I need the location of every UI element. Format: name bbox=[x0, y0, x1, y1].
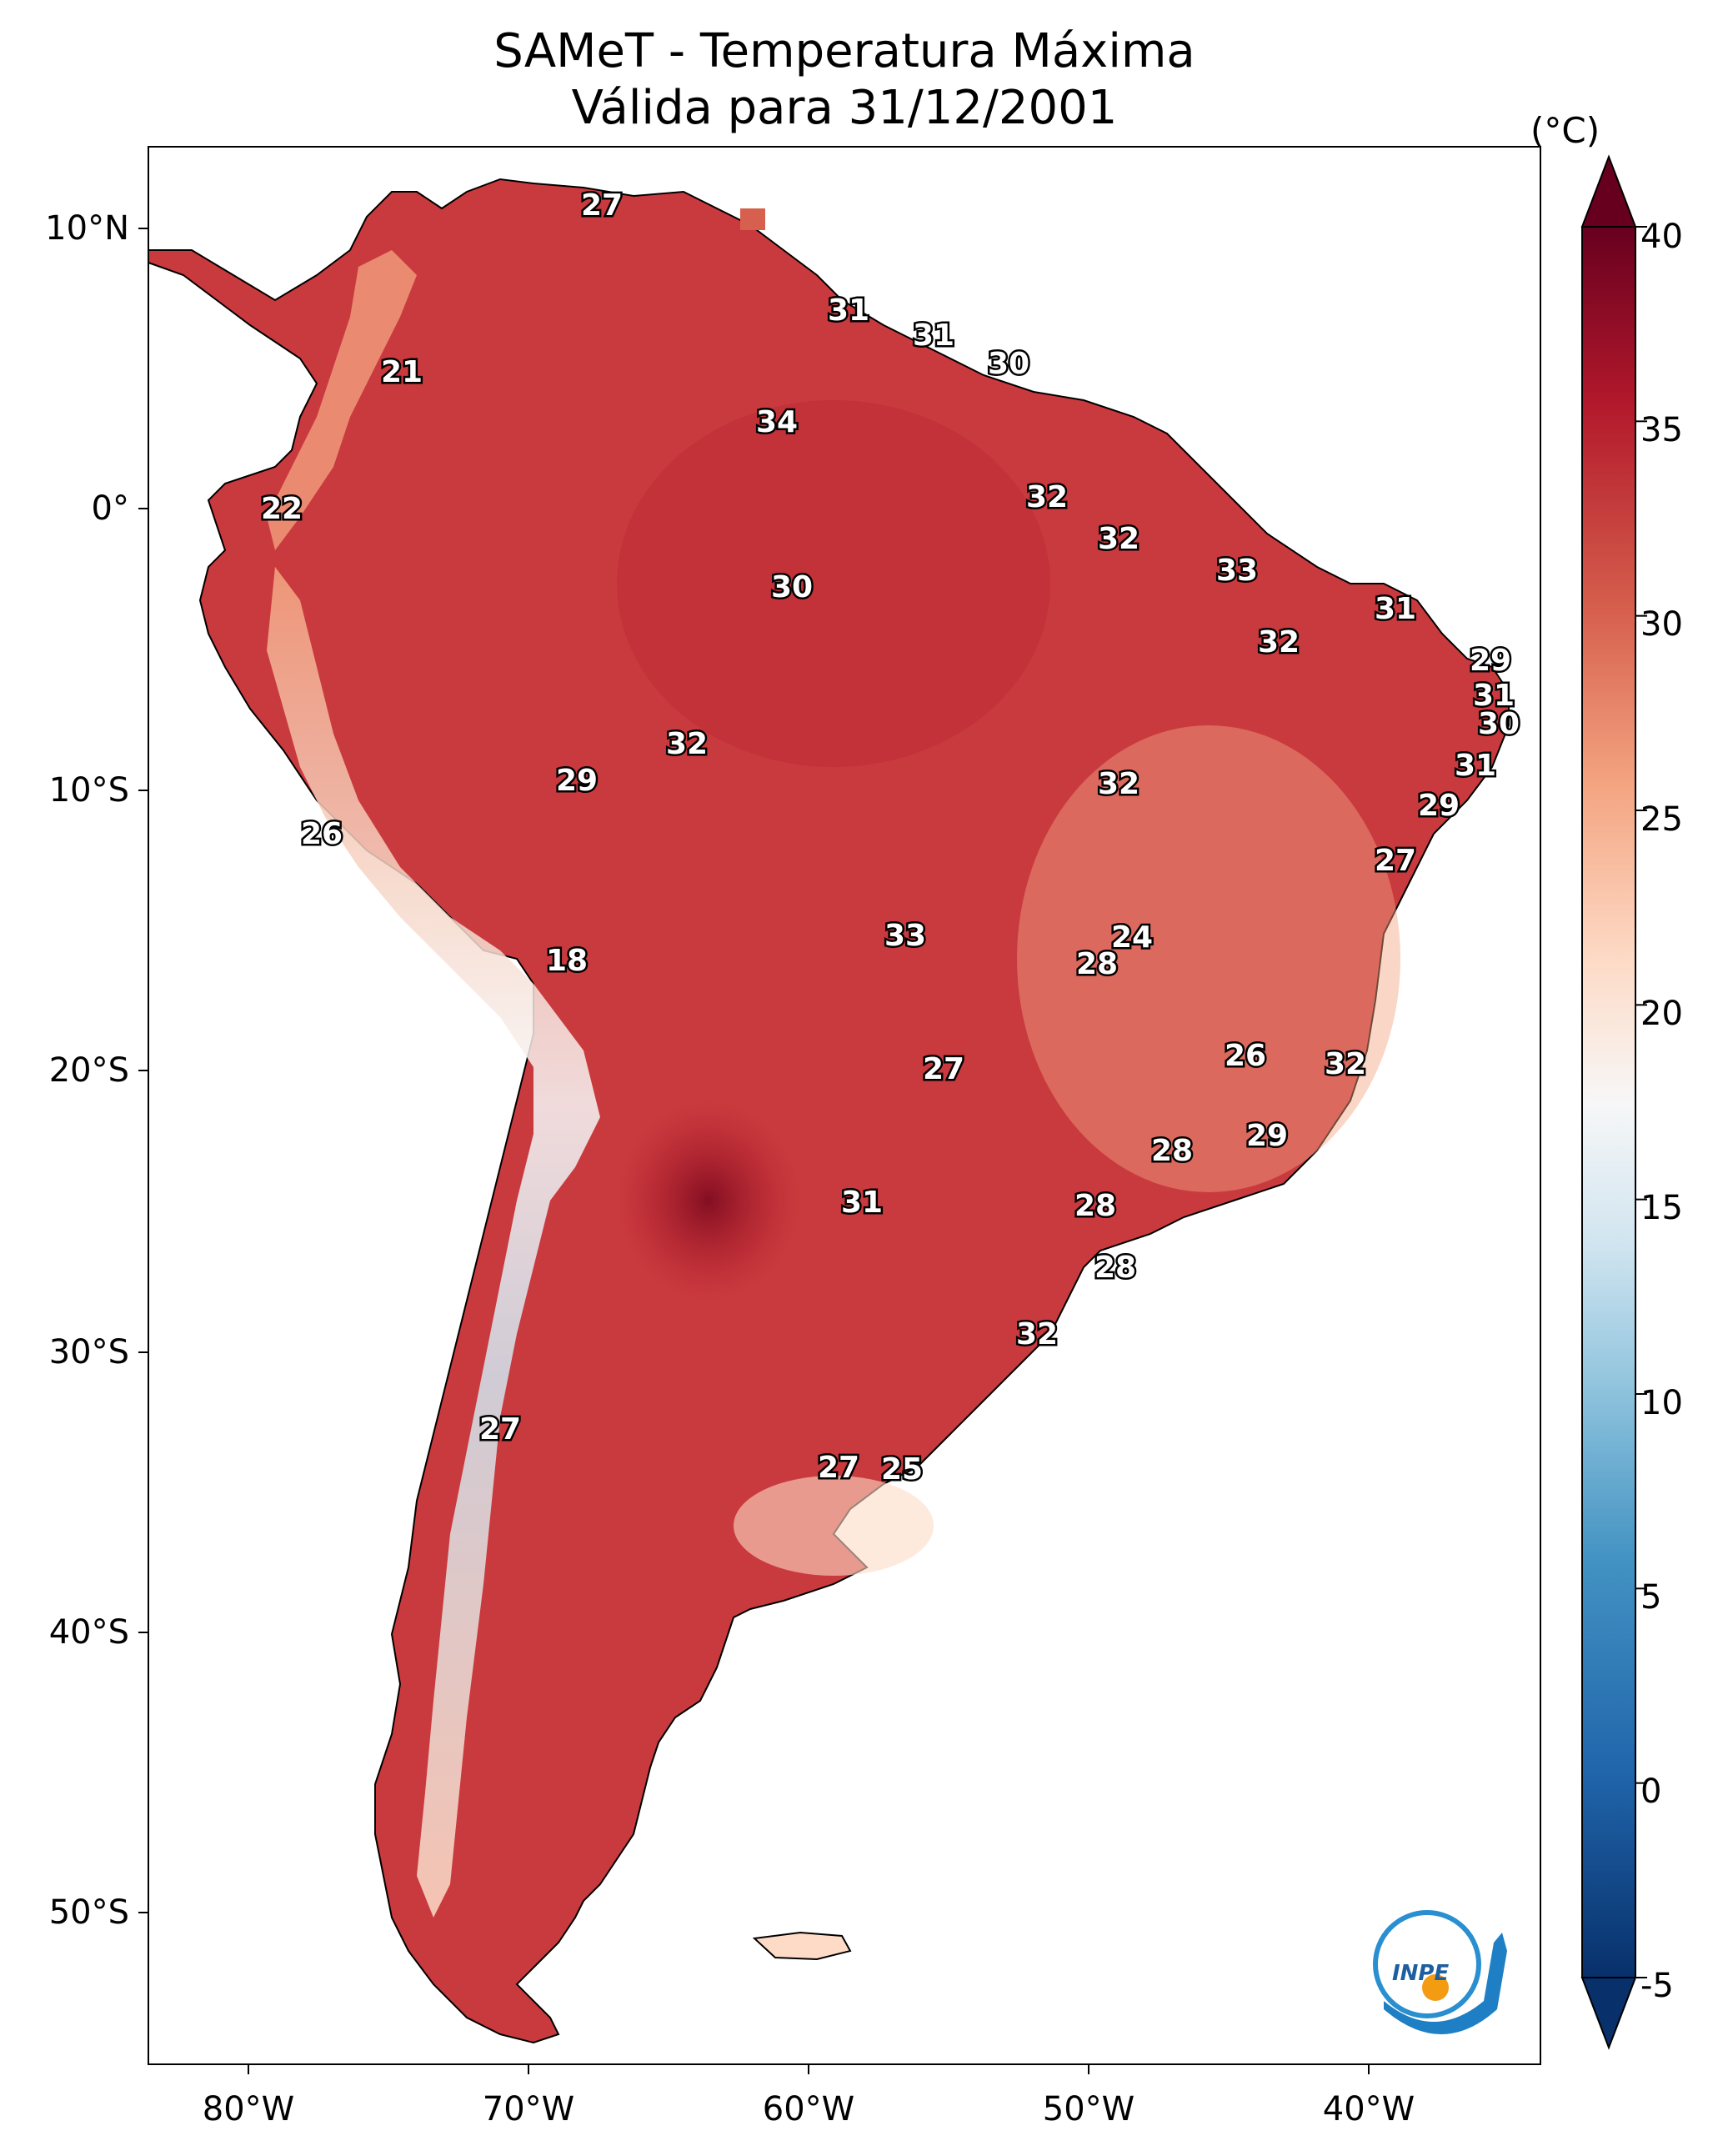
station-value-label: 24 bbox=[1111, 920, 1153, 955]
station-value-label: 26 bbox=[301, 817, 343, 851]
lon-label-80w: 80°W bbox=[202, 2090, 295, 2128]
station-value-label: 33 bbox=[884, 919, 926, 953]
station-value-label: 32 bbox=[1098, 522, 1139, 556]
map-title: SAMeT - Temperatura Máxima bbox=[493, 24, 1195, 78]
station-value-label: 34 bbox=[756, 405, 798, 439]
station-value-label: 28 bbox=[1151, 1134, 1193, 1168]
station-value-label: 32 bbox=[1325, 1047, 1366, 1081]
inpe-logo: INPE bbox=[1373, 1910, 1507, 2034]
station-value-label: 32 bbox=[1016, 1317, 1058, 1351]
lat-label-30s: 30°S bbox=[48, 1333, 129, 1371]
colorbar-label-40: 40 bbox=[1640, 218, 1683, 256]
colorbar-label-15: 15 bbox=[1640, 1189, 1683, 1227]
station-value-label: 32 bbox=[1026, 480, 1068, 514]
station-value-label: 30 bbox=[1478, 707, 1520, 741]
station-value-label: 32 bbox=[1258, 625, 1300, 659]
station-value-label: 31 bbox=[1375, 592, 1416, 626]
station-value-label: 29 bbox=[556, 764, 598, 798]
lat-label-20s: 20°S bbox=[48, 1051, 129, 1090]
station-value-label: 32 bbox=[1098, 767, 1139, 801]
axis-ticks bbox=[138, 228, 1370, 2074]
colorbar-label-5: 5 bbox=[1640, 1578, 1662, 1617]
station-value-label: 27 bbox=[923, 1052, 964, 1086]
northern-andes-band bbox=[267, 250, 417, 550]
station-value-label: 28 bbox=[1076, 947, 1118, 981]
colorbar-label-20: 20 bbox=[1640, 995, 1683, 1033]
station-value-label: 31 bbox=[1455, 749, 1496, 783]
station-value-label: 33 bbox=[1216, 554, 1258, 588]
station-value-label: 31 bbox=[828, 293, 869, 328]
pampas-mild-zone bbox=[734, 1476, 934, 1576]
southeast-mild-zone bbox=[1017, 725, 1400, 1192]
lon-label-60w: 60°W bbox=[762, 2090, 855, 2128]
colorbar-unit: (°C) bbox=[1530, 110, 1600, 151]
station-value-label: 28 bbox=[1074, 1189, 1116, 1223]
colorbar-label-0: 0 bbox=[1640, 1772, 1662, 1811]
lat-label-40s: 40°S bbox=[48, 1613, 129, 1652]
lat-label-0: 0° bbox=[91, 489, 129, 528]
station-value-label: 29 bbox=[1418, 789, 1460, 823]
station-value-label: 31 bbox=[841, 1186, 883, 1220]
chaco-hotspot bbox=[617, 1101, 800, 1301]
lon-label-70w: 70°W bbox=[482, 2090, 575, 2128]
station-value-label: 21 bbox=[381, 355, 423, 389]
station-value-label: 29 bbox=[1246, 1119, 1288, 1153]
station-value-label: 31 bbox=[913, 318, 954, 353]
station-value-label: 32 bbox=[666, 727, 708, 761]
colorbar-top-arrow bbox=[1580, 154, 1637, 228]
colorbar-label-10: 10 bbox=[1640, 1384, 1683, 1422]
station-value-label: 27 bbox=[581, 188, 623, 223]
inpe-logo-text: INPE bbox=[1392, 1961, 1449, 1986]
station-value-label: 26 bbox=[1225, 1039, 1266, 1073]
station-value-label: 18 bbox=[546, 944, 588, 978]
malvinas-islands bbox=[752, 1931, 852, 1961]
lat-label-10s: 10°S bbox=[48, 771, 129, 810]
colorbar-body bbox=[1581, 226, 1636, 1978]
colorbar-label-minus5: -5 bbox=[1640, 1967, 1674, 2005]
colorbar-label-35: 35 bbox=[1640, 411, 1683, 449]
andes-cool-band bbox=[267, 567, 600, 1918]
trinidad-island bbox=[740, 208, 765, 230]
station-value-label: 30 bbox=[771, 570, 813, 604]
lat-label-10n: 10°N bbox=[45, 209, 129, 248]
colorbar-label-25: 25 bbox=[1640, 800, 1683, 839]
station-value-label: 22 bbox=[261, 492, 303, 526]
station-value-label: 25 bbox=[881, 1452, 923, 1487]
colorbar bbox=[1580, 154, 1647, 2050]
map-subtitle: Válida para 31/12/2001 bbox=[571, 81, 1118, 135]
station-value-label: 27 bbox=[479, 1412, 521, 1447]
station-value-label: 27 bbox=[818, 1451, 859, 1485]
colorbar-label-30: 30 bbox=[1640, 605, 1683, 644]
station-value-label: 30 bbox=[988, 347, 1029, 381]
colorbar-ticks bbox=[1635, 226, 1647, 1978]
station-value-label: 28 bbox=[1094, 1251, 1136, 1285]
colorbar-bottom-arrow bbox=[1580, 1977, 1637, 2050]
station-value-label: 29 bbox=[1470, 644, 1511, 678]
amazon-warm-zone bbox=[617, 400, 1050, 767]
station-value-label: 27 bbox=[1375, 844, 1416, 878]
lon-label-50w: 50°W bbox=[1042, 2090, 1135, 2128]
station-value-label: 31 bbox=[1473, 679, 1515, 713]
lon-label-40w: 40°W bbox=[1322, 2090, 1415, 2128]
lat-label-50s: 50°S bbox=[48, 1893, 129, 1932]
